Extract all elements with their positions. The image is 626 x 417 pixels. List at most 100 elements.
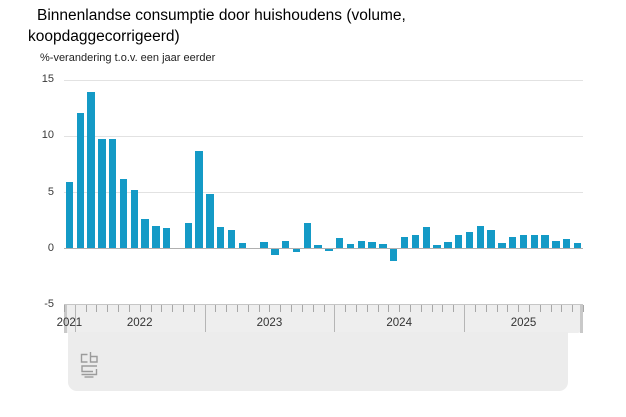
- bar[interactable]: [65, 182, 74, 249]
- bar[interactable]: [206, 194, 214, 249]
- gridline: [64, 135, 583, 137]
- month-tick: [269, 305, 271, 312]
- chart-subtitle: %-verandering t.o.v. een jaar eerder: [40, 52, 216, 64]
- month-tick: [96, 305, 98, 312]
- year-label: 2021: [56, 317, 83, 329]
- month-tick: [301, 305, 303, 312]
- bar[interactable]: [487, 230, 495, 249]
- year-label: 2024: [386, 317, 412, 329]
- bar[interactable]: [541, 234, 549, 249]
- bar[interactable]: [573, 242, 582, 249]
- bar[interactable]: [281, 240, 290, 249]
- chart-title: Binnenlandse consumptie door huishoudens…: [28, 7, 406, 45]
- bar[interactable]: [325, 249, 333, 251]
- y-axis-labels: 15 10 5 0 -5: [22, 73, 54, 311]
- bar[interactable]: [227, 230, 236, 249]
- bar[interactable]: [184, 222, 193, 249]
- month-tick: [172, 305, 174, 312]
- month-tick: [193, 305, 195, 312]
- bar[interactable]: [357, 240, 366, 249]
- bar[interactable]: [476, 225, 484, 249]
- bar[interactable]: [368, 241, 376, 249]
- year-tick: [74, 305, 76, 333]
- slider-right-handle[interactable]: [580, 305, 583, 333]
- plot-area: [64, 79, 583, 304]
- bar[interactable]: [217, 227, 225, 249]
- bar[interactable]: [163, 228, 171, 249]
- bar[interactable]: [444, 241, 452, 249]
- month-tick: [496, 305, 498, 312]
- y-axis-tick-label: 10: [41, 129, 54, 142]
- time-axis-slider[interactable]: 2021 2022 2023 2024 2025: [57, 304, 584, 333]
- slider-left-handle[interactable]: [64, 305, 67, 333]
- month-tick: [355, 305, 357, 312]
- month-tick: [507, 305, 509, 312]
- bar[interactable]: [390, 249, 398, 261]
- bar[interactable]: [238, 242, 247, 249]
- bar[interactable]: [552, 240, 560, 249]
- bar[interactable]: [336, 238, 344, 249]
- month-tick: [237, 305, 238, 312]
- bar[interactable]: [422, 227, 430, 249]
- bar[interactable]: [130, 189, 138, 249]
- bar[interactable]: [346, 243, 355, 249]
- month-tick: [561, 305, 563, 312]
- month-tick: [247, 305, 249, 312]
- bar[interactable]: [400, 237, 409, 249]
- month-tick: [377, 305, 379, 312]
- year-label: 2023: [256, 317, 283, 329]
- footer-panel: [68, 332, 568, 391]
- bar[interactable]: [152, 225, 160, 249]
- bar[interactable]: [433, 245, 441, 249]
- bar[interactable]: [119, 178, 128, 249]
- bar[interactable]: [498, 242, 506, 249]
- month-tick: [291, 305, 293, 312]
- gridline: [64, 79, 583, 81]
- bar[interactable]: [563, 239, 571, 249]
- year-label: 2025: [510, 317, 537, 329]
- month-tick: [118, 305, 120, 312]
- month-tick: [388, 305, 390, 312]
- month-tick: [399, 305, 401, 312]
- month-tick: [215, 305, 217, 312]
- month-tick: [139, 305, 141, 312]
- bar[interactable]: [465, 231, 474, 249]
- zero-line: [64, 248, 583, 250]
- bar[interactable]: [108, 139, 117, 249]
- month-tick: [572, 305, 574, 312]
- year-tick: [334, 305, 336, 333]
- cbs-logo: [80, 352, 98, 378]
- month-tick: [85, 305, 87, 312]
- bar[interactable]: [87, 92, 95, 249]
- bar[interactable]: [509, 237, 517, 249]
- month-tick: [366, 305, 368, 312]
- month-tick: [431, 305, 433, 312]
- month-tick: [226, 305, 228, 312]
- bar[interactable]: [292, 249, 301, 252]
- y-axis-tick-label: 15: [41, 73, 54, 86]
- month-tick: [258, 305, 260, 312]
- month-tick: [518, 305, 520, 312]
- y-axis-tick-label: -5: [44, 298, 54, 311]
- month-tick: [182, 305, 184, 312]
- year-tick: [464, 305, 466, 333]
- month-tick: [280, 305, 282, 312]
- bar[interactable]: [76, 113, 84, 249]
- bar[interactable]: [303, 222, 311, 249]
- y-axis-tick-label: 5: [47, 185, 54, 198]
- month-tick: [107, 305, 109, 312]
- bar[interactable]: [195, 150, 203, 249]
- bar[interactable]: [379, 243, 387, 249]
- bar[interactable]: [314, 245, 322, 249]
- bar[interactable]: [260, 241, 268, 249]
- bar[interactable]: [519, 234, 528, 249]
- bar[interactable]: [530, 234, 539, 249]
- bar[interactable]: [98, 139, 106, 249]
- month-tick: [550, 305, 552, 312]
- bar[interactable]: [271, 249, 279, 256]
- bar[interactable]: [411, 234, 420, 249]
- bar[interactable]: [454, 234, 463, 249]
- bar[interactable]: [141, 219, 149, 249]
- month-tick: [161, 305, 163, 312]
